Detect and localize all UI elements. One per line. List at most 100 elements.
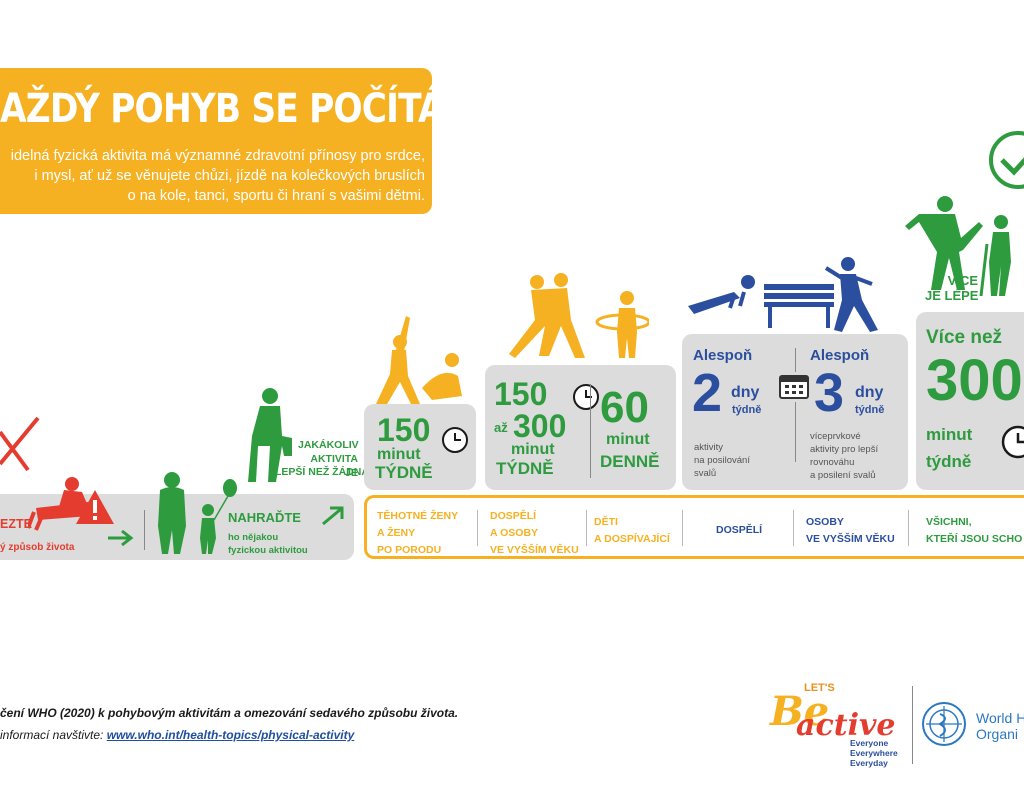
any-line: LEPŠÍ NEŽ ŽÁDNÁ <box>275 466 369 478</box>
group-adults-older: DOSPĚLÍ A OSOBY VE VYŠŠÍM VĚKU <box>490 508 579 559</box>
col-more-number: 300 <box>926 348 1023 413</box>
desc-line: aktivity pro lepší <box>810 444 879 455</box>
col-balance-period: týdně <box>855 404 885 416</box>
logo-tagline: Everywhere <box>850 748 898 758</box>
divider <box>795 348 796 372</box>
logo-text: Be <box>770 688 830 735</box>
replace-label: NAHRAĎTE <box>228 510 301 525</box>
col-strength-prefix: Alespoň <box>693 347 753 364</box>
who-emblem-icon <box>922 702 966 746</box>
arrow-up-right-icon <box>322 506 344 526</box>
col-balance-number: 3 <box>814 363 845 423</box>
header-description: idelná fyzická aktivita má významné zdra… <box>0 146 425 206</box>
group-line: VE VYŠŠÍM VĚKU <box>806 533 895 545</box>
col-balance-desc: víceprvkové aktivity pro lepší rovnováhu… <box>810 430 878 482</box>
col-strength-period: týdně <box>732 404 762 416</box>
group-line: PO PORODU <box>377 544 442 556</box>
clock-icon <box>573 384 599 410</box>
col-adults-from: 150 <box>494 376 548 412</box>
col-pregnant-period: TÝDNĚ <box>375 463 433 482</box>
cross-icon <box>0 416 40 472</box>
footer-prefix: informací navštivte: <box>0 728 107 742</box>
more-line: VÍCE <box>947 273 978 288</box>
dancing-couple-icon <box>509 273 585 358</box>
group-line: A ŽENY <box>377 527 416 539</box>
replace-sub-line: ho nějakou <box>228 532 279 543</box>
footer-source: čení WHO (2020) k pohybovým aktivitám a … <box>0 706 459 720</box>
any-activity-note: JAKÁKOLIV AKTIVITA JE <box>298 438 359 480</box>
replace-sub-line: fyzickou aktivitou <box>228 545 308 556</box>
col-pregnant-unit: minut <box>377 446 421 463</box>
col-balance-prefix: Alespoň <box>810 347 870 364</box>
logo-tagline: Everyday <box>850 758 888 768</box>
check-circle-icon <box>989 131 1024 189</box>
col-strength-desc: aktivity na posilování svalů <box>694 441 750 480</box>
group-line: DOSPĚLÍ <box>490 510 537 522</box>
reduce-label: EZTE <box>0 517 32 531</box>
col-more-period: týdně <box>926 452 972 471</box>
divider <box>793 510 794 546</box>
logo-text: active <box>796 708 896 743</box>
col-strength-number: 2 <box>692 363 723 423</box>
col-kids-period: DENNĚ <box>600 452 660 471</box>
tai-chi-icon <box>824 257 878 332</box>
logo-tagline: Everyone <box>850 738 889 748</box>
sitting-person-icon <box>28 477 90 531</box>
col-adults-unit: minut <box>511 441 555 458</box>
calendar-icon <box>779 375 809 399</box>
group-line: A DOSPÍVAJÍCÍ <box>594 533 670 545</box>
footer-more-info: informací navštivte: www.who.int/health-… <box>0 728 354 742</box>
col-more-unit: minut <box>926 425 973 444</box>
header-line: idelná fyzická aktivita má významné zdra… <box>10 148 425 164</box>
yoga-pair-icon <box>376 316 462 406</box>
who-link[interactable]: www.who.int/health-topics/physical-activ… <box>106 728 355 742</box>
more-line: JE LÉPE <box>925 288 979 303</box>
stair-climber-icon <box>248 388 292 482</box>
clock-icon <box>1001 425 1024 459</box>
bench-push-up-icon <box>688 275 834 328</box>
col-adults-period: TÝDNĚ <box>496 459 554 478</box>
col-more <box>916 312 1024 490</box>
elderly-active-icon <box>905 196 1011 297</box>
reduce-sublabel: ý způsob života <box>0 542 75 553</box>
group-line: VE VYŠŠÍM VĚKU <box>490 544 579 556</box>
desc-line: svalů <box>694 468 717 479</box>
logo-text: World H <box>976 710 1024 726</box>
col-pregnant-number: 150 <box>377 412 431 448</box>
logo-text: Organi <box>976 726 1019 742</box>
group-adults: DOSPĚLÍ <box>716 522 762 539</box>
logo-text: LET'S <box>804 682 835 694</box>
hula-hoop-child-icon <box>595 291 649 358</box>
group-pregnant: TĚHOTNÉ ŽENY A ŽENY PO PORODU <box>377 508 458 559</box>
col-adults-to-word: až <box>494 420 508 435</box>
desc-line: víceprvkové <box>810 431 861 442</box>
group-older: OSOBY VE VYŠŠÍM VĚKU <box>806 514 895 548</box>
group-children: DĚTI A DOSPÍVAJÍCÍ <box>594 514 670 548</box>
clock-icon <box>442 427 468 453</box>
col-adults-to: 300 <box>513 408 567 444</box>
desc-line: aktivity <box>694 442 724 453</box>
desc-line: a posilení svalů <box>810 470 876 481</box>
divider <box>590 384 591 478</box>
group-line: DĚTI <box>594 516 618 528</box>
col-kids-unit: minut <box>606 431 650 448</box>
col-balance-unit: dny <box>855 384 884 401</box>
divider <box>912 686 913 764</box>
group-everyone: VŠICHNI, KTEŘÍ JSOU SCHO <box>926 514 1022 548</box>
target-groups-strip <box>364 495 1024 559</box>
header-banner <box>0 68 432 214</box>
divider <box>682 510 683 546</box>
header-line: i mysl, ať už se věnujete chůzi, jízdě n… <box>34 168 425 184</box>
divider <box>908 510 909 546</box>
group-line: VŠICHNI, <box>926 516 972 528</box>
col-kids-number: 60 <box>600 383 649 432</box>
desc-line: rovnováhu <box>810 457 855 468</box>
arrow-right-icon <box>108 529 134 547</box>
divider <box>144 510 145 550</box>
divider <box>795 402 796 462</box>
group-line: TĚHOTNÉ ŽENY <box>377 510 459 522</box>
who-logo-text: World H Organi <box>976 710 1024 742</box>
col-strength-unit: dny <box>731 384 760 401</box>
group-line: DOSPĚLÍ <box>716 524 763 536</box>
divider <box>477 510 478 546</box>
